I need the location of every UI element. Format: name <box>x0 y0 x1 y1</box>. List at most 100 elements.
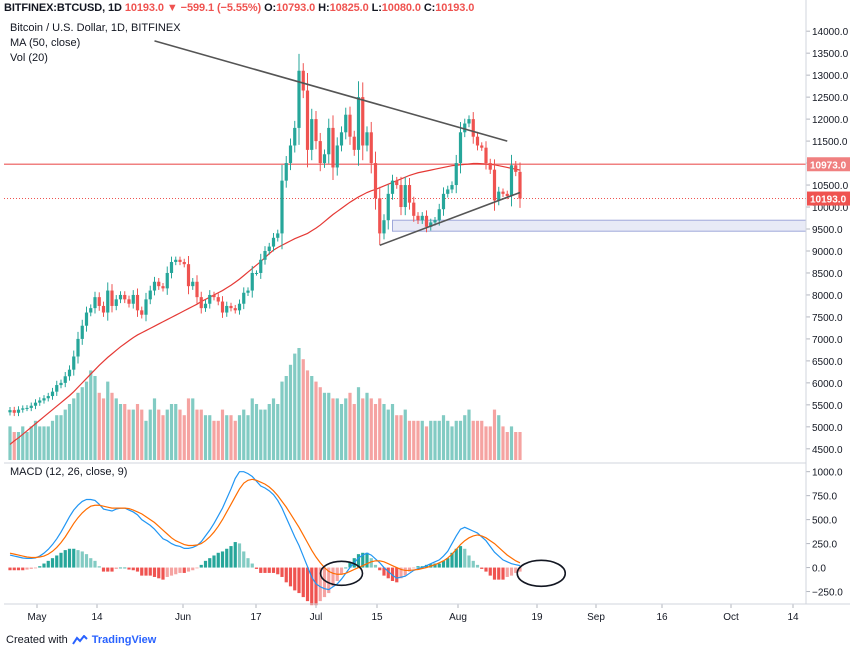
volume-bar <box>322 392 327 460</box>
volume-bar <box>89 370 93 460</box>
candle-body <box>365 132 369 146</box>
candle-body <box>67 369 72 377</box>
macd-histogram-bar <box>518 567 522 572</box>
macd-histogram-bar <box>509 567 514 576</box>
macd-histogram-bar <box>484 567 488 572</box>
candle-body <box>373 163 378 199</box>
macd-histogram-bar <box>450 552 454 568</box>
volume-bar <box>165 409 169 460</box>
price-tick-label: 9500.0 <box>812 225 843 236</box>
volume-bar <box>169 404 174 460</box>
candle-body <box>152 281 157 291</box>
candle-body <box>467 119 471 124</box>
open-label: O: <box>264 2 277 14</box>
macd-histogram-bar <box>229 546 233 568</box>
macd-histogram-bar <box>492 567 497 580</box>
candle-body <box>369 132 373 164</box>
volume-bar <box>475 420 480 460</box>
volume-bar <box>429 420 433 460</box>
candle-body <box>420 215 424 221</box>
price-tick-label: 4500.0 <box>812 445 843 456</box>
volume-bar <box>497 415 501 460</box>
volume-bar <box>203 415 208 460</box>
price-tick-label: 10500.0 <box>812 181 849 192</box>
volume-bar <box>208 415 212 460</box>
volume-bar <box>101 398 106 460</box>
ma-legend: MA (50, close) <box>10 37 81 49</box>
candle-body <box>216 297 220 302</box>
macd-histogram-bar <box>93 560 97 568</box>
candle-body <box>114 299 118 306</box>
macd-histogram-bar <box>505 567 509 577</box>
close-label: C: <box>423 2 436 14</box>
volume-bar <box>441 415 446 460</box>
macd-histogram-bar <box>395 567 399 583</box>
volume-bar <box>106 381 110 460</box>
volume-bar <box>458 420 463 460</box>
candle-body <box>246 290 250 293</box>
candle-body <box>471 119 475 137</box>
candle-body <box>174 259 178 262</box>
candle-body <box>331 127 335 168</box>
volume-bar <box>33 420 38 460</box>
macd-histogram-bar <box>284 567 288 583</box>
volume-bar <box>50 420 55 460</box>
volume-bar <box>157 409 161 460</box>
volume-bar <box>212 420 216 460</box>
candle-body <box>305 90 310 150</box>
symbol-header: BITFINEX:BTCUSD, 1D 10193.0 ▼ −599.1 (−5… <box>4 2 474 14</box>
macd-histogram-bar <box>314 567 318 606</box>
macd-histogram-bar <box>407 567 412 572</box>
price-tick-label: 6000.0 <box>812 379 843 390</box>
trendline <box>154 40 508 142</box>
candle-body <box>186 264 191 287</box>
candle-body <box>220 301 225 313</box>
candle-body <box>514 165 518 172</box>
candle-body <box>395 180 399 186</box>
volume-bar <box>80 387 84 460</box>
volume-bar <box>93 376 97 460</box>
candle-body <box>429 222 433 227</box>
volume-bar <box>38 426 42 460</box>
last-price: 10193.0 <box>124 2 164 14</box>
candle-body <box>433 220 437 223</box>
footer-brand[interactable]: TradingView <box>91 634 157 646</box>
macd-histogram-bar <box>21 567 25 571</box>
macd-histogram-bar <box>369 558 373 568</box>
candle-body <box>327 127 331 155</box>
volume-bar <box>361 398 365 460</box>
macd-histogram-bar <box>157 567 161 579</box>
macd-histogram-bar <box>63 550 67 568</box>
price-tick-label: 7500.0 <box>812 313 843 324</box>
candle-body <box>89 308 93 313</box>
price-tick-label: 14000.0 <box>812 27 849 38</box>
macd-histogram-bar <box>293 567 297 591</box>
macd-histogram-bar <box>101 567 106 572</box>
candle-body <box>284 163 288 181</box>
macd-histogram-bar <box>67 548 72 568</box>
volume-bar <box>144 420 148 460</box>
volume-bar <box>250 398 254 460</box>
time-tick-label: 16 <box>656 612 668 623</box>
macd-histogram-bar <box>182 567 186 573</box>
volume-bar <box>140 409 144 460</box>
volume-bar <box>488 426 492 460</box>
macd-legend: MACD (12, 26, close, 9) <box>10 466 128 478</box>
price-label-box <box>807 157 850 172</box>
candle-body <box>97 297 101 306</box>
volume-bar <box>454 420 458 460</box>
candle-body <box>424 215 429 227</box>
candle-body <box>484 147 488 164</box>
candle-body <box>8 410 12 413</box>
time-tick-label: 14 <box>91 612 103 623</box>
macd-histogram-bar <box>55 555 59 568</box>
time-tick-label: Oct <box>723 612 739 623</box>
candle-body <box>518 171 522 199</box>
volume-bar <box>288 364 293 460</box>
macd-histogram-bar <box>263 567 267 573</box>
candle-body <box>348 114 352 137</box>
volume-bar <box>76 392 80 460</box>
volume-bar <box>123 404 127 460</box>
time-tick-label: 15 <box>371 612 383 623</box>
price-tick-label: 8500.0 <box>812 269 843 280</box>
